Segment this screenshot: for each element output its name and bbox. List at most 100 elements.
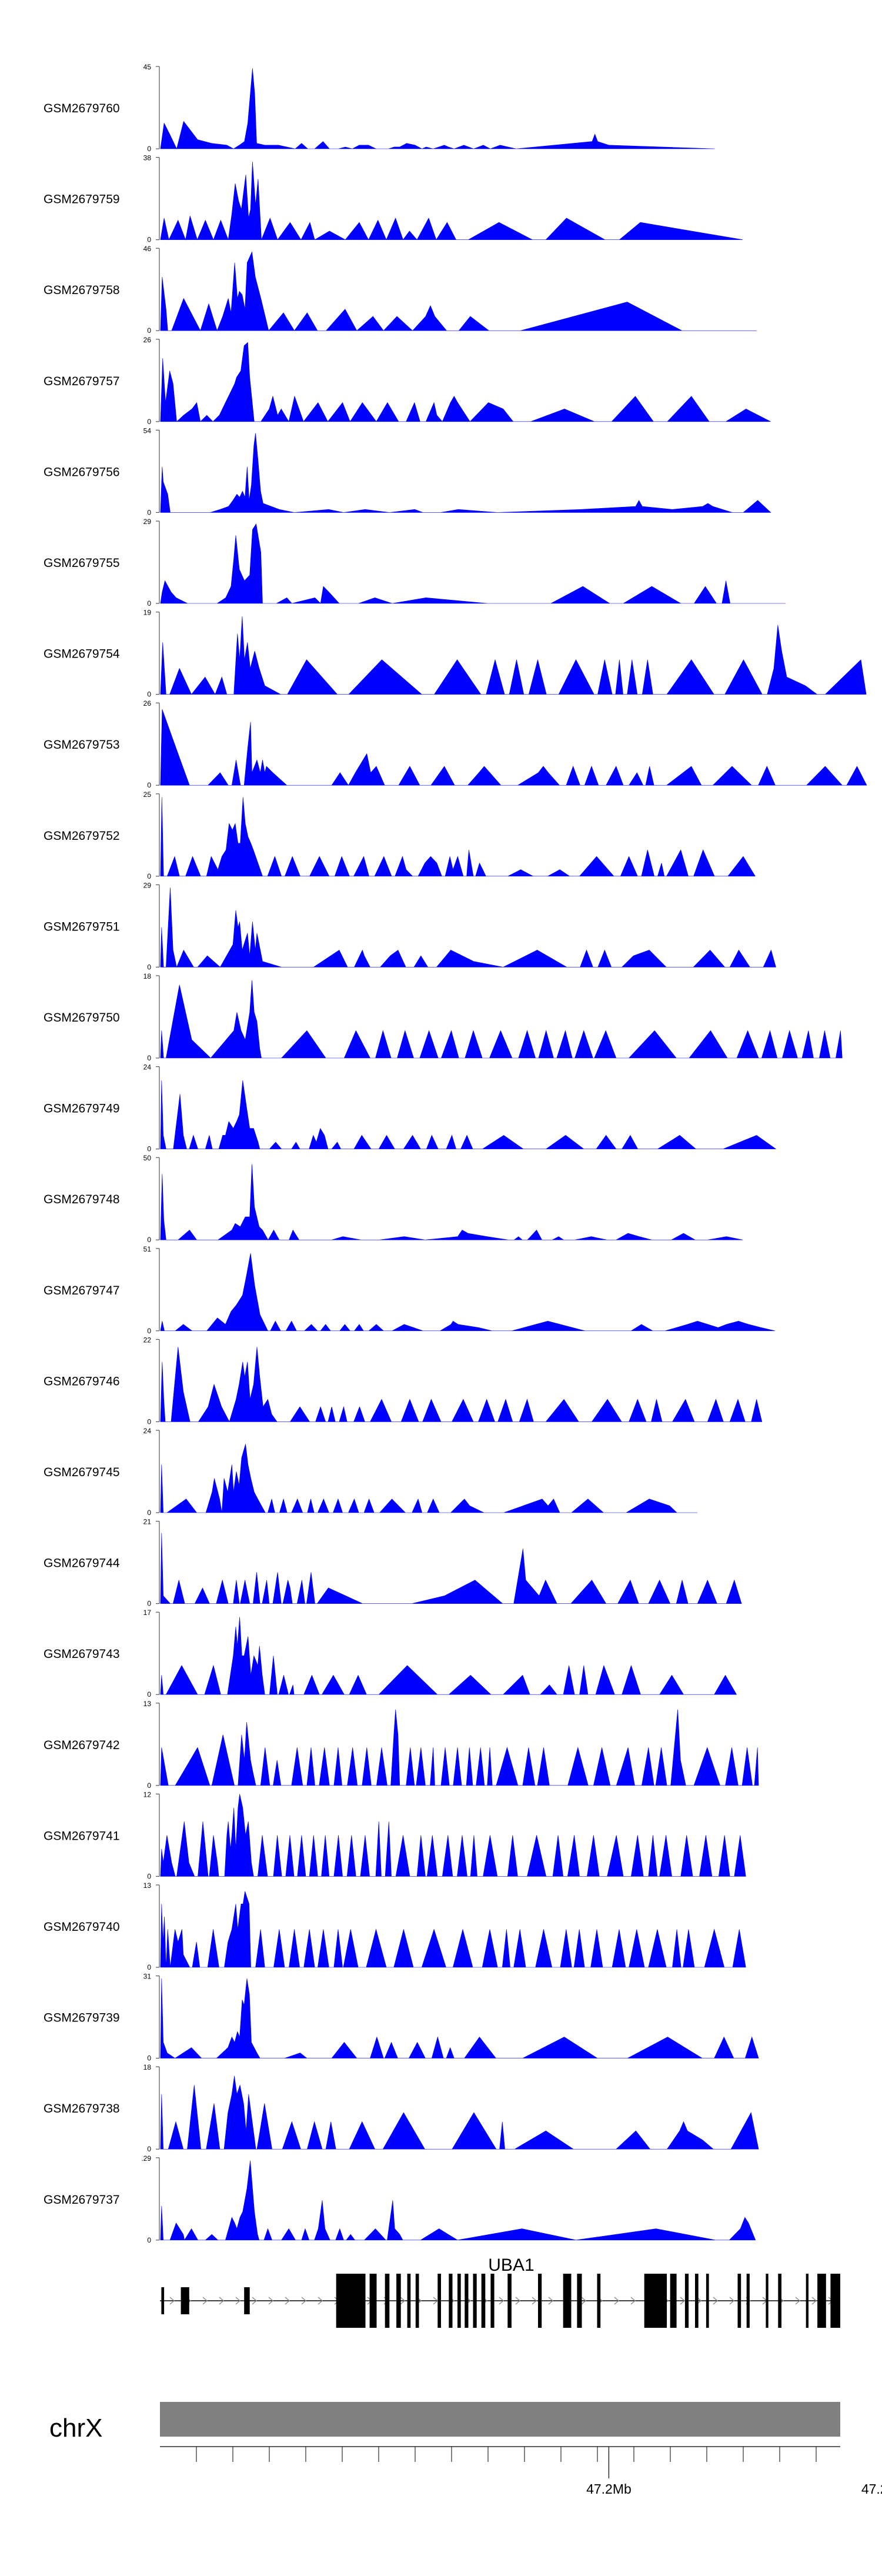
y-tick-label-zero: 0 [147,145,151,153]
exon-block [181,2287,189,2314]
track-label: GSM2679751 [44,920,120,933]
track-label: GSM2679737 [44,2193,120,2207]
x-tick-label: 47.2Mb [586,2481,632,2497]
track-label: GSM2679738 [44,2102,120,2115]
track-GSM2679755: GSM2679755 29 0 [44,518,786,608]
exon-block [806,2274,808,2328]
track-GSM2679740: GSM2679740 13 0 [44,1881,746,1971]
y-tick-label-max: 46 [143,245,152,253]
exon-block [396,2274,401,2328]
strand-arrow [285,2297,290,2305]
strand-arrow [630,2297,636,2305]
strand-arrow [614,2297,620,2305]
exon-block [695,2274,699,2328]
track-label: GSM2679750 [44,1011,120,1025]
track-GSM2679739: GSM2679739 31 0 [44,1973,759,2063]
y-tick-label-max: 26 [143,699,152,708]
strand-arrow [499,2297,505,2305]
coverage-tracks: GSM2679760450GSM2679759380GSM2679758460G… [44,63,867,2244]
y-tick-label-zero: 0 [147,326,151,335]
y-tick-label-max: 38 [143,154,152,162]
coverage-area-GSM2679757 [160,342,771,422]
exon-block [369,2274,377,2328]
track-GSM2679747: GSM2679747 51 0 [44,1245,776,1335]
track-label: GSM2679742 [44,1739,120,1752]
y-tick-label-zero: 0 [147,1963,151,1971]
y-tick-label-zero: 0 [147,781,151,789]
y-tick-label-zero: 0 [147,690,151,699]
exon-block [670,2274,677,2328]
exon-block [644,2274,667,2328]
coverage-area-GSM2679744 [160,1533,742,1604]
strand-arrow [318,2297,323,2305]
coverage-area-GSM2679752 [160,797,756,877]
y-tick-label-zero: 0 [147,963,151,971]
exon-block [437,2274,441,2328]
chromosome-label: chrX [49,2414,102,2442]
exon-block [684,2274,689,2328]
strand-arrow [729,2297,735,2305]
x-axis-minor-ticks [196,2447,817,2462]
gene-exons [161,2274,840,2328]
exon-block [481,2274,486,2328]
y-tick-label-zero: 0 [147,1236,151,1244]
coverage-area-GSM2679750 [160,980,843,1059]
y-tick-label-zero: 0 [147,236,151,244]
track-label: GSM2679747 [44,1284,120,1297]
exon-block [244,2287,250,2314]
track-GSM2679738: GSM2679738 18 0 [44,2063,759,2153]
exon-block [336,2274,366,2328]
coverage-area-GSM2679747 [160,1253,776,1332]
strand-arrow [202,2297,208,2305]
track-label: GSM2679760 [44,102,120,115]
track-GSM2679757: GSM2679757 26 0 [44,336,771,426]
track-GSM2679746: GSM2679746 22 0 [44,1336,763,1426]
track-GSM2679751: GSM2679751 29 0 [44,881,776,971]
track-GSM2679756: GSM2679756 54 0 [44,426,771,516]
track-GSM2679750: GSM2679750 18 0 [44,972,843,1062]
track-label: GSM2679759 [44,193,120,206]
strand-arrow [400,2297,406,2305]
track-GSM2679749: GSM2679749 24 0 [44,1063,777,1153]
exon-block [161,2287,165,2314]
exon-block [449,2274,453,2328]
y-tick-label-zero: 0 [147,418,151,426]
exon-block [465,2274,469,2328]
coverage-area-GSM2679740 [160,1891,746,1968]
y-tick-label-max: 17 [143,1609,152,1617]
track-label: GSM2679758 [44,283,120,297]
y-tick-label-max: 13 [143,1700,152,1708]
y-tick-label-zero: 0 [147,508,151,516]
track-label: GSM2679754 [44,648,120,661]
exon-block [457,2274,461,2328]
exon-block [473,2274,477,2328]
strand-arrow [235,2297,241,2305]
y-tick-label-max: 51 [143,1245,152,1253]
track-GSM2679754: GSM2679754 19 0 [44,609,867,699]
strand-arrow [268,2297,274,2305]
y-tick-label-max: 50 [143,1154,152,1162]
coverage-area-GSM2679746 [160,1347,763,1423]
y-tick-label-zero: 0 [147,1509,151,1517]
exon-block [706,2274,709,2328]
y-tick-label-max: 26 [143,336,152,344]
y-tick-label-max: 18 [143,972,152,980]
track-GSM2679737: GSM2679737 .29 0 [44,2154,756,2244]
coverage-area-GSM2679751 [160,887,776,968]
coverage-area-GSM2679749 [160,1080,777,1149]
y-tick-label-max: 24 [143,1427,152,1435]
strand-arrow [581,2297,587,2305]
y-tick-label-max: 25 [143,790,152,799]
strand-arrow [169,2297,175,2305]
exon-block [415,2274,419,2328]
track-GSM2679760: GSM2679760 45 0 [44,63,715,153]
exon-block [490,2274,495,2328]
track-label: GSM2679748 [44,1193,120,1206]
exon-block [746,2274,750,2328]
coverage-area-GSM2679748 [160,1164,743,1240]
x-tick-label: 47.21Mb [861,2481,882,2497]
y-tick-label-zero: 0 [147,2236,151,2244]
strand-arrow [713,2297,719,2305]
x-axis-major-ticks: 47.2Mb 47.21Mb [586,2447,882,2497]
